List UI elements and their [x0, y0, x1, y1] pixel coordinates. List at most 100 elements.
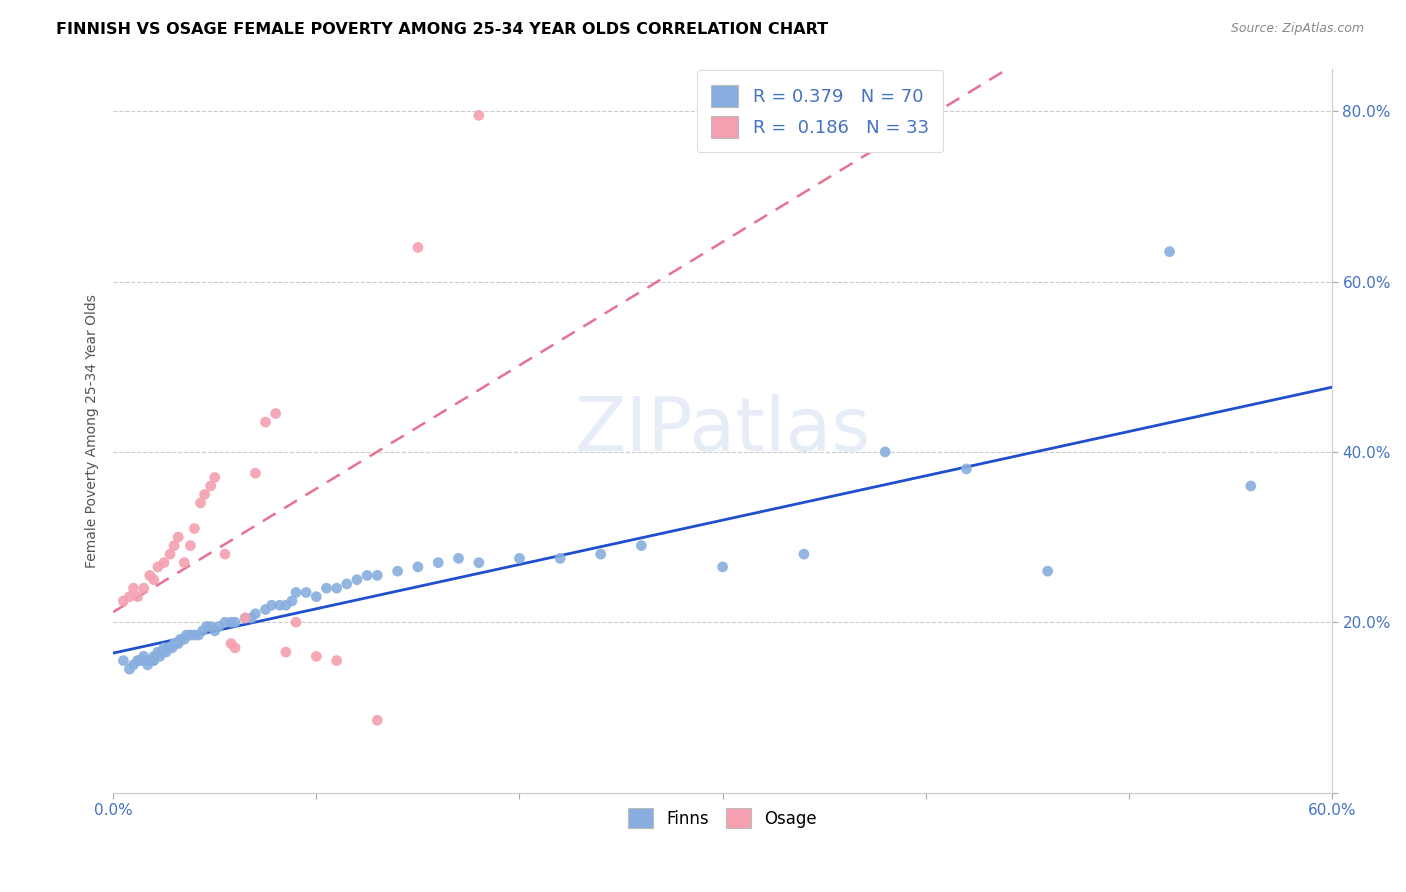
Point [167, 530, 190, 544]
Text: Source: ZipAtlas.com: Source: ZipAtlas.com [1230, 22, 1364, 36]
Point [325, 654, 347, 668]
Point [160, 640, 183, 655]
Point [153, 556, 176, 570]
Point [1036, 564, 1059, 578]
Point [173, 632, 195, 647]
Point [159, 640, 181, 655]
Point [159, 547, 181, 561]
Point [224, 640, 246, 655]
Point [191, 624, 214, 638]
Point [305, 649, 328, 664]
Text: ZIPatlas: ZIPatlas [575, 394, 870, 467]
Point [195, 619, 218, 633]
Point [200, 479, 222, 493]
Point [132, 581, 155, 595]
Point [146, 560, 169, 574]
Point [447, 551, 470, 566]
Point [224, 615, 246, 630]
Point [179, 539, 201, 553]
Point [1240, 479, 1263, 493]
Point [254, 415, 277, 429]
Point [190, 496, 212, 510]
Point [325, 581, 347, 595]
Point [214, 615, 236, 630]
Point [187, 628, 209, 642]
Point [427, 556, 450, 570]
Point [136, 657, 159, 672]
Point [630, 539, 652, 553]
Point [157, 640, 180, 655]
Point [169, 632, 191, 647]
Point [269, 599, 291, 613]
Point [264, 407, 287, 421]
Point [336, 577, 359, 591]
Point [508, 551, 530, 566]
Point [165, 636, 187, 650]
Point [233, 611, 256, 625]
Point [142, 573, 165, 587]
Point [179, 628, 201, 642]
Point [274, 645, 297, 659]
Point [245, 466, 267, 480]
Point [315, 581, 337, 595]
Point [204, 624, 226, 638]
Point [176, 628, 198, 642]
Point [356, 568, 378, 582]
Point [167, 636, 190, 650]
Point [240, 611, 263, 625]
Point [295, 585, 318, 599]
Point [153, 640, 176, 655]
Point [793, 547, 815, 561]
Point [260, 599, 283, 613]
Point [281, 594, 304, 608]
Point [387, 564, 409, 578]
Point [183, 628, 205, 642]
Point [155, 645, 177, 659]
Point [711, 560, 734, 574]
Point [200, 619, 222, 633]
Legend: Finns, Osage: Finns, Osage [621, 801, 824, 835]
Point [406, 240, 429, 254]
Point [233, 611, 256, 625]
Point [163, 539, 186, 553]
Point [366, 713, 388, 727]
Point [366, 568, 388, 582]
Point [118, 590, 141, 604]
Point [194, 487, 217, 501]
Point [955, 462, 977, 476]
Point [1159, 244, 1181, 259]
Text: FINNISH VS OSAGE FEMALE POVERTY AMONG 25-34 YEAR OLDS CORRELATION CHART: FINNISH VS OSAGE FEMALE POVERTY AMONG 25… [56, 22, 828, 37]
Point [128, 654, 150, 668]
Point [112, 654, 135, 668]
Point [219, 615, 242, 630]
Point [139, 568, 162, 582]
Point [245, 607, 267, 621]
Point [163, 636, 186, 650]
Y-axis label: Female Poverty Among 25-34 Year Olds: Female Poverty Among 25-34 Year Olds [86, 293, 100, 567]
Point [139, 654, 162, 668]
Point [875, 445, 897, 459]
Point [406, 560, 429, 574]
Point [127, 590, 149, 604]
Point [122, 581, 145, 595]
Point [589, 547, 612, 561]
Point [141, 654, 163, 668]
Point [122, 657, 145, 672]
Point [173, 556, 195, 570]
Point [468, 108, 491, 122]
Point [142, 654, 165, 668]
Point [150, 645, 173, 659]
Point [274, 599, 297, 613]
Point [183, 522, 205, 536]
Point [285, 585, 308, 599]
Point [468, 556, 491, 570]
Point [142, 649, 165, 664]
Point [219, 636, 242, 650]
Point [127, 654, 149, 668]
Point [254, 602, 277, 616]
Point [149, 649, 172, 664]
Point [285, 615, 308, 630]
Point [118, 662, 141, 676]
Point [346, 573, 368, 587]
Point [214, 547, 236, 561]
